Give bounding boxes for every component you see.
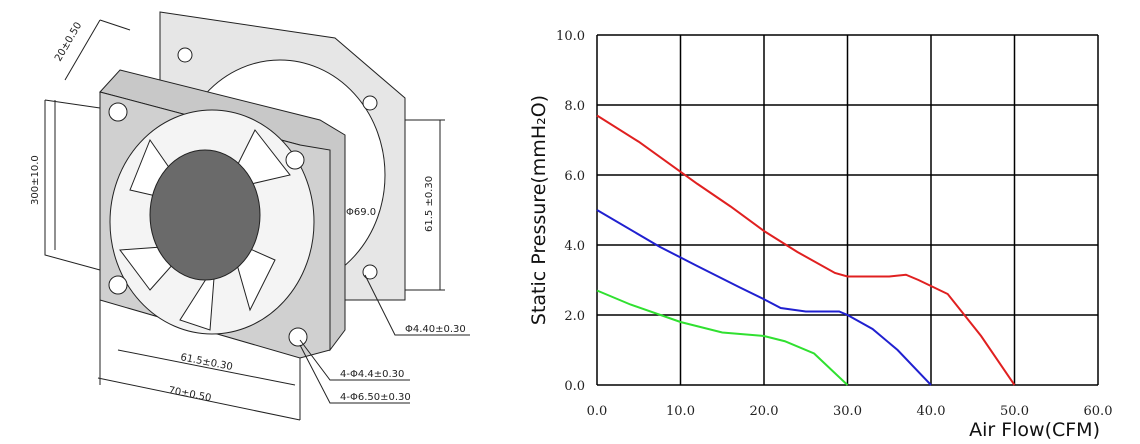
dim-label: 4-Φ4.4±0.30 [340,369,404,380]
chart: Air Flow(CFM) Static Pressure(mmH₂O) 0.0… [528,29,1112,441]
x-tick-label: 60.0 [1084,404,1113,419]
y-axis-title: Static Pressure(mmH₂O) [528,95,550,325]
y-tick-label: 4.0 [564,239,585,254]
x-tick-label: 0.0 [587,404,608,419]
dim-label: 20±0.50 [53,20,84,63]
series-line [596,209,932,386]
x-tick-label: 40.0 [917,404,946,419]
x-axis-title: Air Flow(CFM) [969,419,1100,441]
x-tick-label: 20.0 [750,404,779,419]
dim-label: 61.5 ±0.30 [424,176,435,232]
x-tick-label: 30.0 [833,404,862,419]
dim-label: 300±10.0 [30,155,41,205]
y-tick-label: 8.0 [564,99,585,114]
dim-label: 70±0.50 [167,385,212,404]
y-tick-label: 10.0 [556,29,585,44]
dim-label: 4-Φ6.50±0.30 [340,392,411,403]
series-line [596,289,849,386]
y-tick-label: 2.0 [564,309,585,324]
fan-drawing: 20±0.50 300±10.0 61.5 ±0.30 Φ69.0 Φ4.40±… [30,11,470,421]
x-tick-label: 50.0 [1000,404,1029,419]
y-tick-label: 6.0 [564,169,585,184]
dim-label: Φ69.0 [346,207,376,218]
dim-label: 61.5±0.30 [179,352,233,373]
y-tick-label: 0.0 [564,379,585,394]
x-tick-label: 10.0 [666,404,695,419]
series-line [596,114,1016,386]
dim-label: Φ4.40±0.30 [405,324,466,335]
